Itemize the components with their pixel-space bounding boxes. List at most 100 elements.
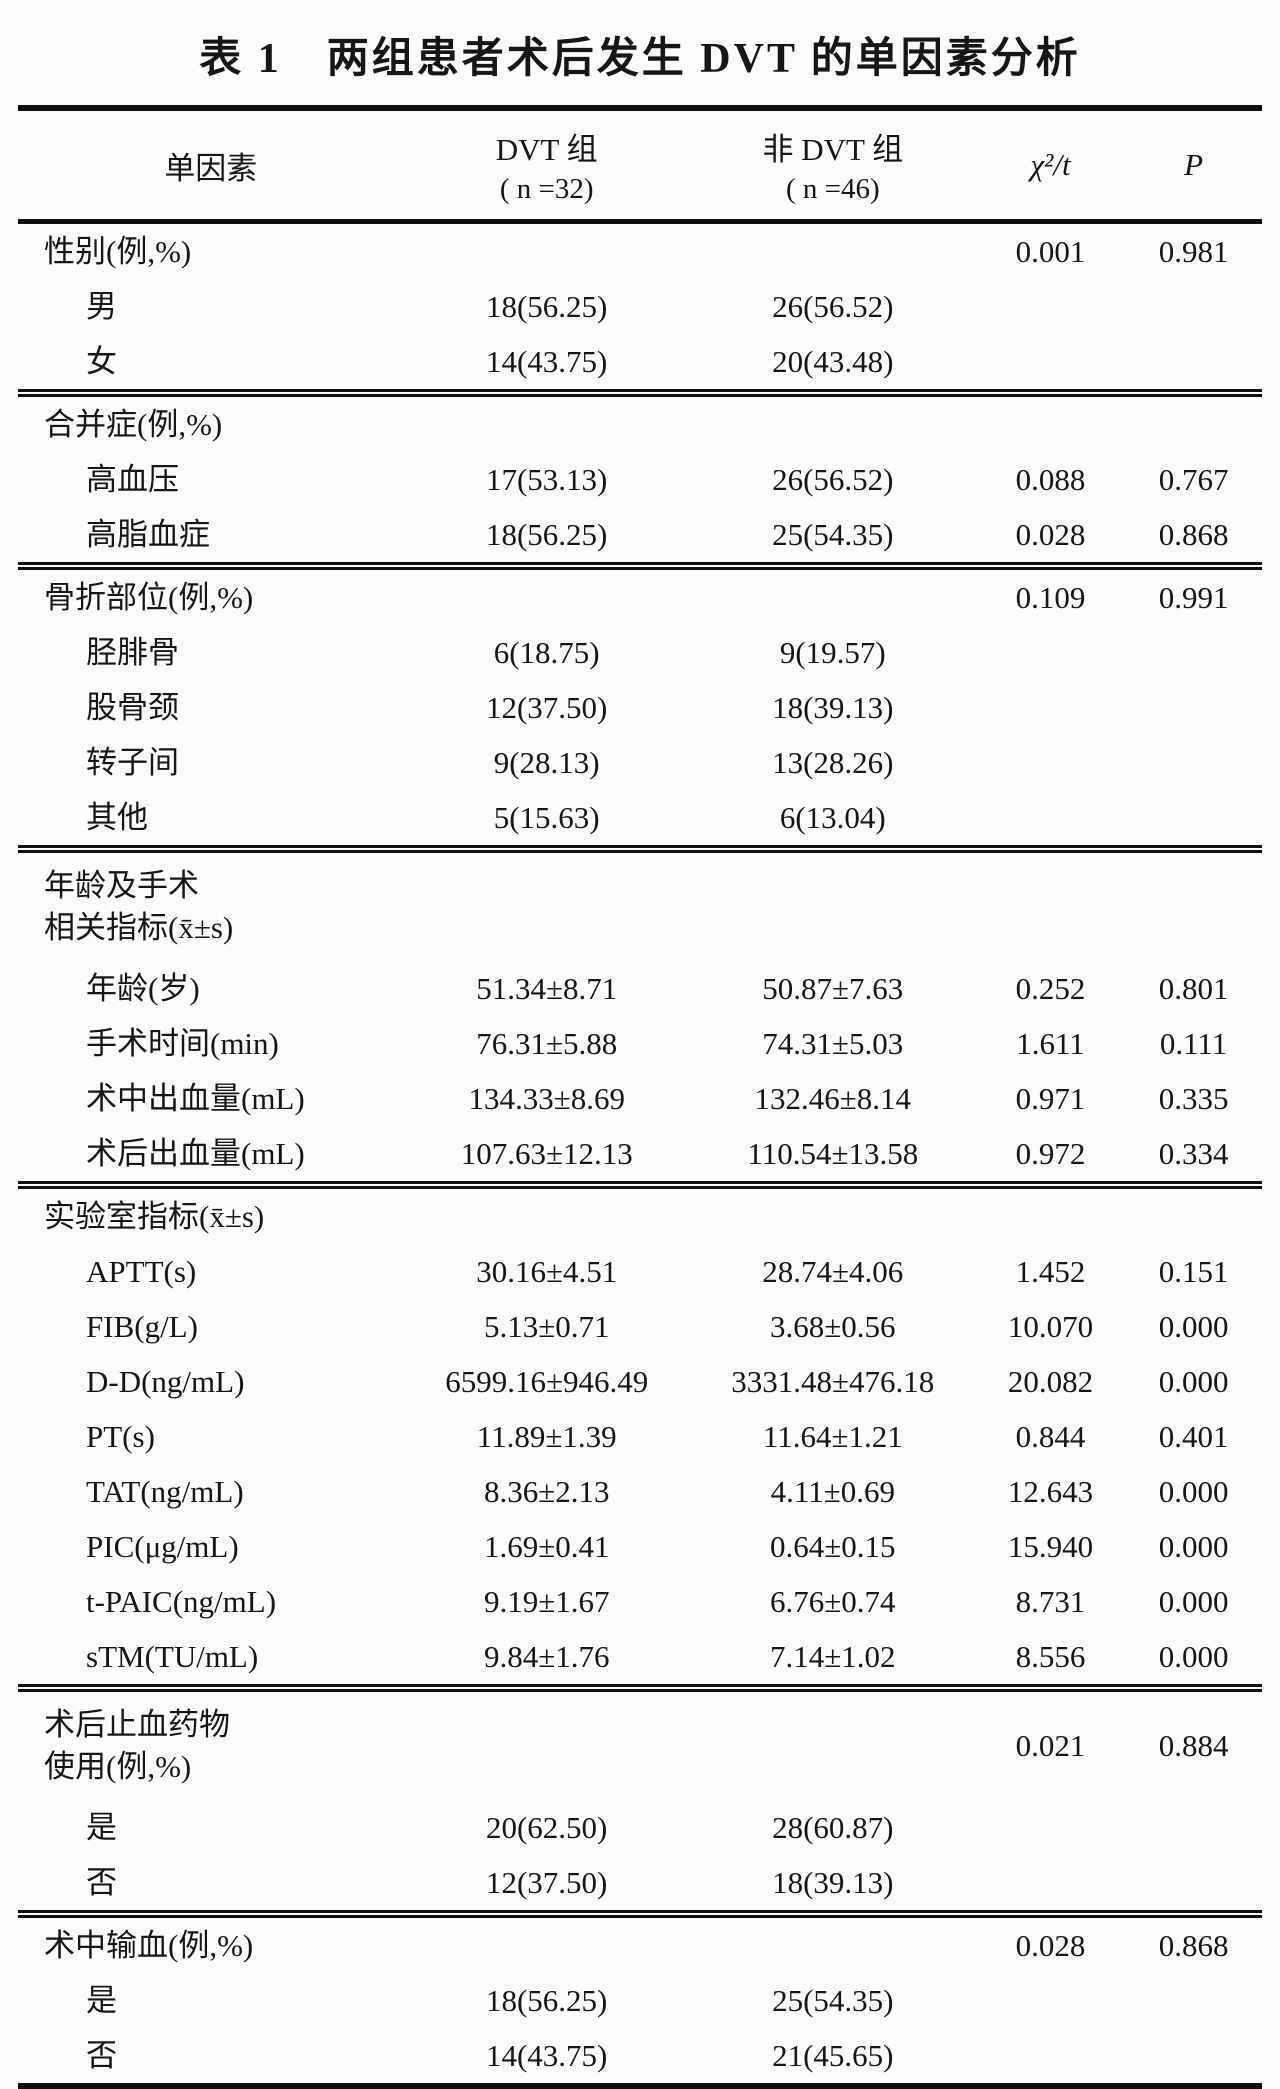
statistic-value-cell: 15.940 (1007, 1528, 1094, 1564)
p-value-cell (1125, 1855, 1262, 1914)
table-row: 术中输血(例,%) 0.028 0.868 (18, 1914, 1262, 1973)
factor-label: 女 (86, 343, 117, 379)
statistic-value-cell: 0.001 (1015, 233, 1086, 269)
dvt-value-cell: 14(43.75) (485, 343, 608, 379)
p-value-cell: 0.981 (1158, 233, 1229, 269)
factor-label: 术中输血(例,%) (44, 1927, 254, 1963)
dvt-value-cell: 12(37.50) (485, 689, 608, 725)
p-value-label: P (1184, 147, 1204, 182)
factor-label-line2: 使用(例,%) (44, 1749, 192, 1784)
statistic-value-cell (976, 1800, 1125, 1855)
dvt-value-cell: 6(18.75) (493, 634, 600, 670)
col-header-p-value: P (1125, 108, 1262, 222)
dvt-value-cell: 18(56.25) (485, 288, 608, 324)
univariate-analysis-table: 单因素 DVT 组 ( n =32) 非 DVT 组 ( n =46) χ²/t… (18, 105, 1262, 2089)
non-dvt-value-cell: 7.14±1.02 (770, 1638, 896, 1674)
dvt-group-name: DVT 组 (495, 132, 598, 167)
statistic-value-cell: 1.611 (1016, 1025, 1085, 1061)
table-row: 高血压 17(53.13) 26(56.52) 0.088 0.767 (18, 452, 1262, 507)
factor-cell: 高血压 (18, 452, 404, 507)
non-dvt-value-cell: 28.74±4.06 (762, 1253, 904, 1289)
table-row: 股骨颈 12(37.50) 18(39.13) (18, 680, 1262, 735)
non-dvt-value-cell (690, 566, 976, 625)
non-dvt-value-cell: 110.54±13.58 (747, 1135, 919, 1171)
dvt-value-cell (404, 566, 690, 625)
factor-label: 其他 (86, 799, 148, 835)
p-value-cell (1125, 279, 1262, 334)
p-value-cell: 0.000 (1158, 1363, 1229, 1399)
table-row: 手术时间(min) 76.31±5.88 74.31±5.03 1.611 0.111 (18, 1016, 1262, 1071)
statistic-value-cell (976, 625, 1125, 680)
col-header-statistic: χ²/t (976, 108, 1125, 222)
table-row: 合并症(例,%) (18, 393, 1262, 452)
factor-cell: 是 (18, 1973, 404, 2028)
non-dvt-value-cell: 13(28.26) (772, 744, 894, 780)
header-row: 单因素 DVT 组 ( n =32) 非 DVT 组 ( n =46) χ²/t… (18, 108, 1262, 222)
non-dvt-value-cell: 6.76±0.74 (770, 1583, 896, 1619)
dvt-value-cell (404, 1688, 690, 1800)
non-dvt-value-cell: 25(54.35) (772, 516, 894, 552)
non-dvt-value-cell: 9(19.57) (779, 634, 886, 670)
non-dvt-value-cell: 74.31±5.03 (762, 1025, 904, 1061)
factor-label: 高脂血症 (86, 516, 210, 552)
non-dvt-value-cell (690, 393, 976, 452)
table-row: 女 14(43.75) 20(43.48) (18, 334, 1262, 393)
factor-label: 否 (86, 1864, 117, 1900)
table-row: 术中出血量(mL) 134.33±8.69 132.46±8.14 0.971 0.33… (18, 1071, 1262, 1126)
non-dvt-value-cell: 26(56.52) (772, 461, 894, 497)
dvt-group-n: ( n =32) (499, 173, 594, 205)
non-dvt-value-cell: 25(54.35) (772, 1982, 894, 2018)
statistic-value-cell: 1.452 (1015, 1253, 1086, 1289)
factor-cell: 合并症(例,%) (18, 393, 404, 452)
dvt-value-cell: 18(56.25) (485, 1982, 608, 2018)
factor-label: FIB(g/L) (86, 1308, 198, 1344)
non-dvt-value-cell: 20(43.48) (772, 343, 894, 379)
factor-label: 合并症(例,%) (44, 406, 223, 442)
p-value-cell: 0.335 (1158, 1080, 1229, 1116)
statistic-value-cell: 0.021 (1015, 1728, 1086, 1764)
col-header-factor-label: 单因素 (164, 150, 258, 186)
non-dvt-value-cell: 18(39.13) (772, 1864, 894, 1900)
statistic-value-cell: 0.109 (1015, 579, 1086, 615)
table-row: 年龄及手术 相关指标(x̄±s) (18, 849, 1262, 961)
factor-cell: APTT(s) (18, 1244, 404, 1299)
table-row: TAT(ng/mL) 8.36±2.13 4.11±0.69 12.643 0.000 (18, 1464, 1262, 1519)
table-body: 性别(例,%) 0.001 0.981 男 18(56.25) 26(56.52) 女 14(… (18, 222, 1262, 2086)
col-header-non-dvt-group: 非 DVT 组 ( n =46) (690, 108, 976, 222)
factor-cell: 转子间 (18, 735, 404, 790)
factor-label: 术后出血量(mL) (86, 1135, 305, 1171)
col-header-factor: 单因素 (18, 108, 404, 222)
table-header: 单因素 DVT 组 ( n =32) 非 DVT 组 ( n =46) χ²/t… (18, 108, 1262, 222)
p-value-cell: 0.868 (1158, 516, 1229, 552)
table-row: t-PAIC(ng/mL) 9.19±1.67 6.76±0.74 8.731 0.00… (18, 1574, 1262, 1629)
statistic-value-cell (976, 1185, 1125, 1244)
factor-label: 性别(例,%) (44, 233, 192, 269)
factor-cell: 手术时间(min) (18, 1016, 404, 1071)
statistic-value-cell: 0.972 (1015, 1135, 1086, 1171)
p-value-cell (1125, 735, 1262, 790)
dvt-value-cell: 51.34±8.71 (476, 970, 618, 1006)
statistic-value-cell: 0.971 (1015, 1080, 1086, 1116)
factor-cell: PT(s) (18, 1409, 404, 1464)
statistic-value-cell: 10.070 (1007, 1308, 1094, 1344)
table-row: 性别(例,%) 0.001 0.981 (18, 222, 1262, 280)
factor-label: sTM(TU/mL) (86, 1638, 259, 1674)
table-row: PIC(μg/mL) 1.69±0.41 0.64±0.15 15.940 0.000 (18, 1519, 1262, 1574)
table-row: 男 18(56.25) 26(56.52) (18, 279, 1262, 334)
non-dvt-group-name: 非 DVT 组 (762, 132, 904, 167)
factor-cell: 术后止血药物 使用(例,%) (18, 1688, 404, 1800)
factor-label: 年龄及手术 (44, 868, 199, 904)
p-value-cell: 0.767 (1158, 461, 1229, 497)
p-value-cell: 0.000 (1158, 1308, 1229, 1344)
dvt-value-cell (404, 393, 690, 452)
statistic-value-cell: 0.028 (1015, 516, 1086, 552)
statistic-value-cell (976, 1973, 1125, 2028)
p-value-cell: 0.401 (1158, 1418, 1229, 1454)
factor-label: 是 (86, 1982, 117, 2018)
p-value-cell (1125, 849, 1262, 961)
dvt-value-cell: 5(15.63) (493, 799, 600, 835)
factor-cell: 股骨颈 (18, 680, 404, 735)
dvt-value-cell: 17(53.13) (485, 461, 608, 497)
factor-label: 高血压 (86, 461, 179, 497)
factor-cell: 胫腓骨 (18, 625, 404, 680)
